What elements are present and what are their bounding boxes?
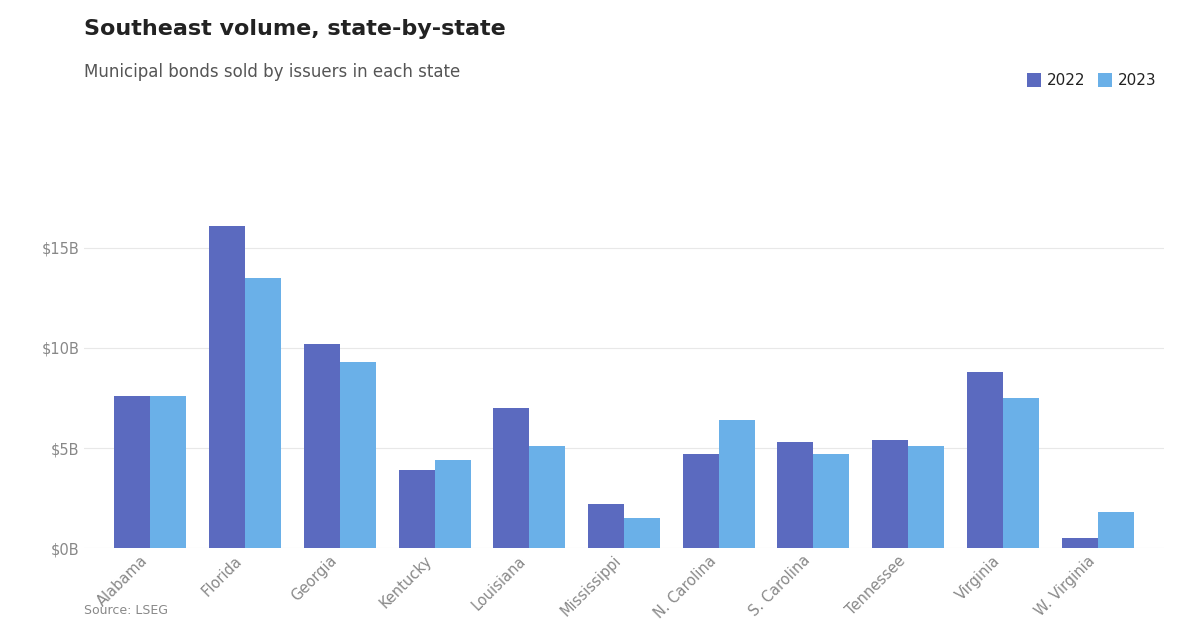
Bar	[778, 442, 814, 548]
Bar	[529, 446, 565, 548]
Bar	[872, 440, 908, 548]
Bar	[150, 396, 186, 548]
Text: Source: LSEG: Source: LSEG	[84, 604, 168, 617]
Bar	[719, 420, 755, 548]
Bar	[1003, 398, 1039, 548]
Bar	[493, 408, 529, 548]
Bar	[209, 226, 245, 548]
Bar	[1098, 512, 1134, 548]
Bar	[967, 372, 1003, 548]
Bar	[398, 470, 434, 548]
Bar	[340, 362, 376, 548]
Text: Municipal bonds sold by issuers in each state: Municipal bonds sold by issuers in each …	[84, 63, 461, 81]
Bar	[1062, 538, 1098, 548]
Bar	[588, 504, 624, 548]
Bar	[434, 460, 470, 548]
Bar	[624, 518, 660, 548]
Legend: 2022, 2023: 2022, 2023	[1027, 72, 1157, 88]
Bar	[908, 446, 944, 548]
Text: Southeast volume, state-by-state: Southeast volume, state-by-state	[84, 19, 505, 39]
Bar	[245, 278, 281, 548]
Bar	[814, 454, 850, 548]
Bar	[114, 396, 150, 548]
Bar	[304, 344, 340, 548]
Bar	[683, 454, 719, 548]
